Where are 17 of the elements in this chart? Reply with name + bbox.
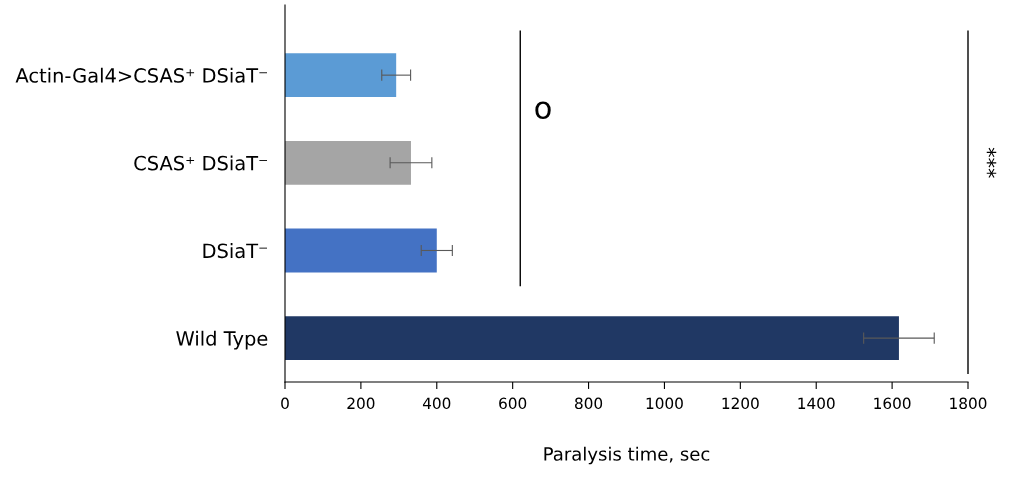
x-tick-label: 1200 [722,397,759,410]
y-tick-label: Actin-Gal4>CSAS⁺ DSiaT⁻ [15,67,268,83]
x-tick-label: 0 [281,397,289,410]
x-tick-label: 1800 [950,397,987,410]
x-tick-label: 400 [422,397,451,410]
x-tick-label: 1600 [874,397,911,410]
x-tick-label: 1400 [798,397,835,410]
y-tick-label: Wild Type [176,330,268,350]
text: *** [986,147,997,178]
y-tick-label: DSiaT⁻ [203,243,268,259]
x-tick-label: 200 [347,397,375,410]
x-tick-label: 800 [575,397,603,410]
y-tick-label: CSAS⁺ DSiaT⁻ [134,155,268,171]
annotation: o [535,101,551,120]
x-axis-title: Paralysis time, sec [544,446,710,465]
x-tick-label: 1000 [646,397,683,410]
x-tick-label: 600 [499,397,527,410]
